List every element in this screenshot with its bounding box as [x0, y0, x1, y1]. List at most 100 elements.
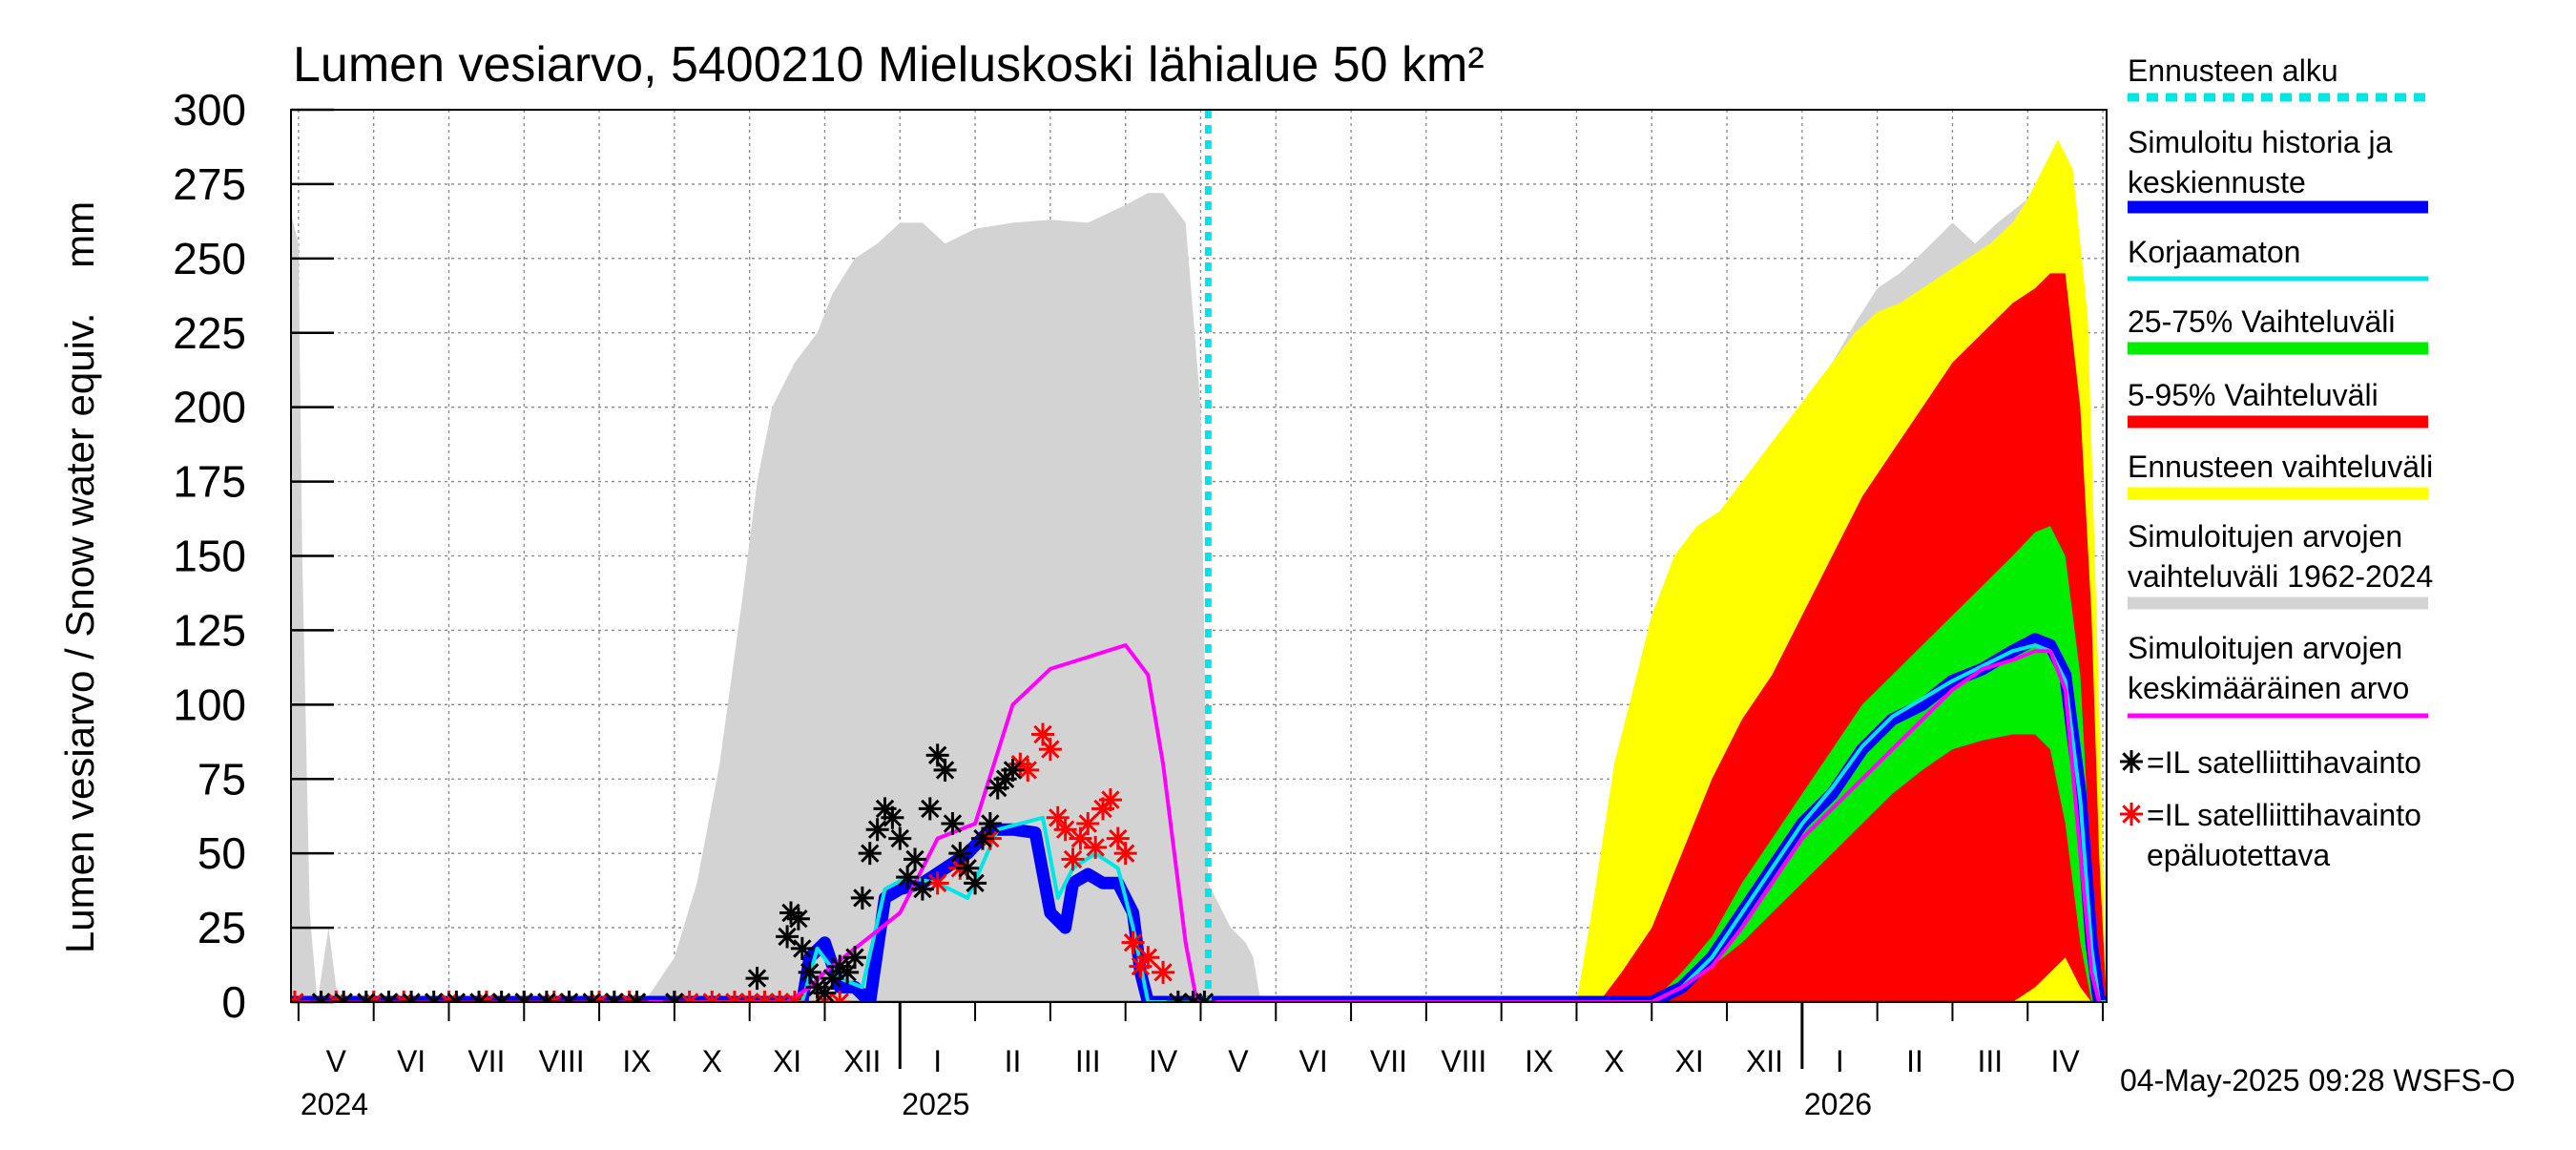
legend-label: Simuloitujen arvojen vaihteluväli 1962-20…: [2128, 519, 2433, 594]
legend-marker-star: [2120, 803, 2143, 826]
sat-obs-unreliable-point: [291, 991, 306, 1002]
sat-obs-point: [400, 991, 424, 1002]
x-month-label: IV: [1149, 1044, 1178, 1078]
star-stroke: [476, 993, 488, 1002]
x-month-label: X: [1604, 1044, 1624, 1078]
star-stroke: [838, 993, 849, 1002]
sat-obs-point: [625, 991, 649, 1002]
star-stroke: [935, 761, 955, 780]
sat-obs-point: [941, 812, 965, 835]
x-month-label: IX: [1525, 1044, 1553, 1078]
star-stroke: [357, 993, 368, 1002]
legend-label-line: Simuloitujen arvojen: [2128, 519, 2402, 554]
sat-obs-unreliable-point: [677, 991, 701, 1002]
sat-obs-unreliable-point: [1038, 738, 1062, 762]
sat-obs-point: [964, 871, 987, 895]
x-month-label: IX: [622, 1044, 651, 1078]
star-stroke: [612, 993, 624, 1002]
star-stroke: [1153, 963, 1173, 982]
x-month-label: I: [1836, 1044, 1844, 1078]
x-month-label: VI: [1299, 1044, 1328, 1078]
star-stroke: [627, 993, 639, 1002]
x-month-label: III: [1075, 1044, 1101, 1078]
star-stroke: [1033, 724, 1052, 744]
star-stroke: [342, 993, 353, 1002]
sat-obs-point: [850, 886, 874, 910]
star-stroke: [567, 993, 579, 1002]
star-stroke: [371, 993, 384, 1002]
star-stroke: [958, 859, 977, 878]
sat-obs-unreliable-point: [828, 991, 852, 1002]
legend: Ennusteen alku Simuloitu historia ja keski…: [2120, 53, 2433, 872]
x-month-label: XII: [1746, 1044, 1783, 1078]
star-stroke: [364, 993, 376, 1002]
sat-obs-point: [580, 991, 604, 1002]
star-stroke: [477, 993, 488, 1002]
legend-entry-p25-75: 25-75% Vaihteluväli: [2128, 304, 2428, 355]
footer-timestamp: 04-May-2025 09:28 WSFS-O: [2120, 1063, 2515, 1098]
star-stroke: [634, 993, 647, 1002]
legend-label-line: epäluotettava: [2147, 838, 2330, 872]
star-stroke: [838, 963, 857, 982]
sat-obs-unreliable-point: [700, 991, 724, 1002]
star-stroke: [551, 993, 564, 1002]
star-stroke: [1123, 932, 1143, 952]
star-stroke: [537, 993, 550, 1002]
sat-obs-unreliable-point: [782, 991, 806, 1002]
star-stroke: [665, 993, 676, 1002]
legend-label: Korjaamaton: [2128, 235, 2300, 269]
legend-label: =IL satelliittihavainto epäluotettava: [2147, 798, 2421, 872]
sat-obs-point: [745, 967, 769, 991]
sat-obs-point: [422, 991, 446, 1002]
sat-obs-point: [776, 925, 800, 949]
star-stroke: [1109, 828, 1128, 848]
sat-obs-point: [557, 991, 581, 1002]
star-stroke: [408, 993, 421, 1002]
x-month-label: XII: [843, 1044, 881, 1078]
star-stroke: [292, 993, 304, 1002]
star-stroke: [311, 993, 323, 1002]
star-stroke: [687, 993, 699, 1002]
sat-obs-point: [662, 991, 686, 1002]
star-stroke: [679, 993, 692, 1002]
sat-obs-point: [910, 877, 934, 901]
sat-obs-point: [512, 991, 536, 1002]
y-tick-label: 275: [173, 159, 246, 209]
star-stroke: [484, 993, 496, 1002]
star-stroke: [1101, 790, 1120, 809]
star-stroke: [402, 993, 414, 1002]
sat-obs-unreliable-point: [768, 991, 792, 1002]
star-stroke: [913, 879, 932, 899]
sat-obs-point: [918, 797, 942, 821]
star-stroke: [792, 993, 804, 1002]
sat-obs-unreliable-point: [1121, 930, 1145, 954]
sat-obs-point: [467, 991, 490, 1002]
legend-entry-hist-mean: Simuloitujen arvojen keskimääräinen arvo: [2128, 631, 2428, 719]
star-stroke: [793, 939, 812, 958]
sat-obs-unreliable-point: [753, 991, 777, 1002]
star-stroke: [454, 993, 467, 1002]
x-month-label: XI: [773, 1044, 801, 1078]
sat-obs-unreliable-point: [1113, 842, 1137, 866]
star-stroke: [732, 993, 744, 1002]
star-stroke: [582, 993, 594, 1002]
star-stroke: [1086, 838, 1105, 857]
star-stroke: [596, 993, 609, 1002]
star-stroke: [853, 889, 872, 908]
x-month-label: XI: [1675, 1044, 1704, 1078]
sat-obs-point: [377, 991, 401, 1002]
star-stroke: [1195, 993, 1207, 1002]
star-stroke: [739, 993, 752, 1002]
sat-obs-unreliable-point: [737, 991, 761, 1002]
star-stroke: [447, 993, 459, 1002]
y-tick-label: 50: [197, 828, 246, 878]
star-stroke: [619, 993, 632, 1002]
x-month-label: VIII: [539, 1044, 585, 1078]
star-stroke: [425, 993, 436, 1002]
star-stroke: [883, 808, 903, 827]
star-stroke: [921, 799, 940, 819]
star-stroke: [394, 993, 406, 1002]
star-stroke: [514, 993, 527, 1002]
star-stroke: [364, 993, 376, 1002]
